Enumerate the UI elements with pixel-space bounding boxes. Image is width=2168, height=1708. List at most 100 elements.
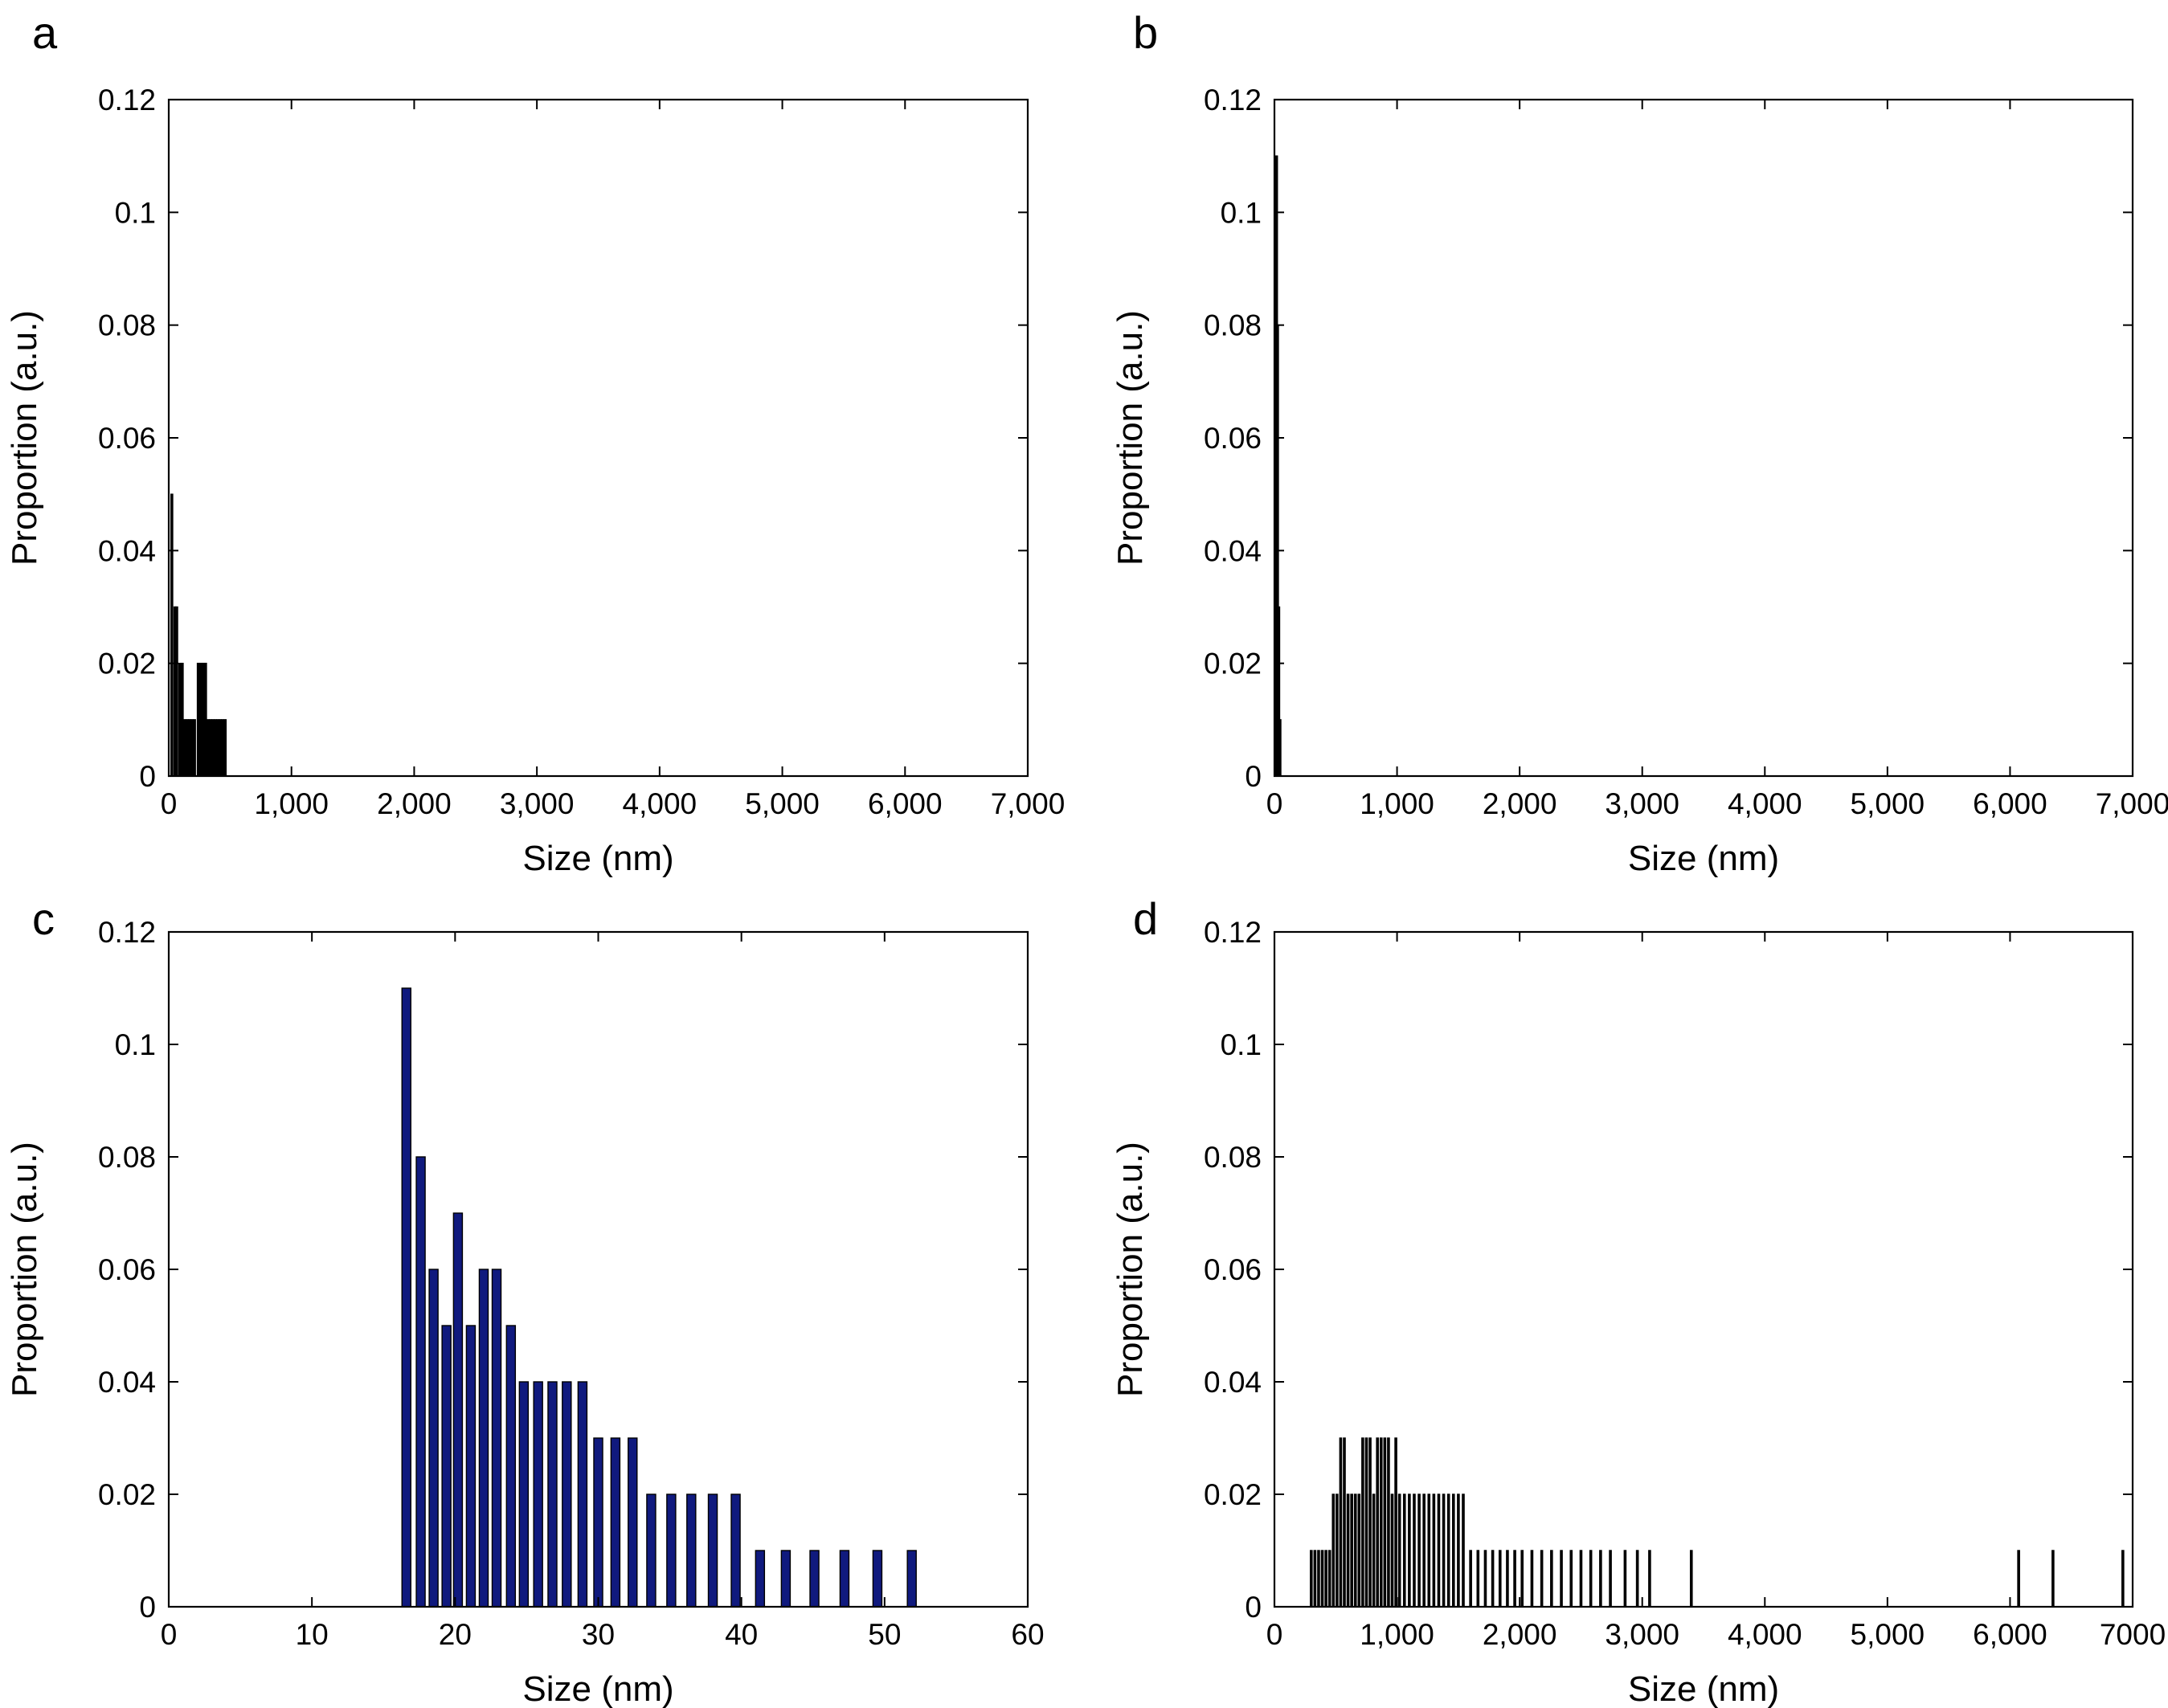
bar <box>1513 1550 1516 1608</box>
bar <box>1530 1550 1534 1608</box>
bar <box>1427 1493 1431 1608</box>
y-tick-label: 0 <box>1245 1591 1262 1624</box>
bar <box>441 1325 452 1608</box>
bar <box>1336 1493 1339 1608</box>
bar <box>628 1437 638 1608</box>
x-tick-label: 50 <box>868 1618 901 1651</box>
bar <box>1376 1437 1379 1608</box>
bar <box>1451 1493 1455 1608</box>
bar <box>1689 1550 1693 1608</box>
y-tick-label: 0.1 <box>115 1028 156 1061</box>
bar <box>1313 1550 1317 1608</box>
y-tick-label: 0.04 <box>98 1366 156 1399</box>
bars <box>401 987 917 1608</box>
y-axis-label: Proportion (a.u.) <box>1111 310 1150 566</box>
bar <box>219 719 222 777</box>
x-tick-label: 0 <box>161 1618 178 1651</box>
bar <box>401 987 411 1608</box>
bar <box>1413 1493 1416 1608</box>
x-tick-label: 4,000 <box>1728 787 1802 820</box>
y-tick-label: 0.08 <box>1204 1141 1262 1174</box>
y-tick-label: 0.12 <box>1204 916 1262 949</box>
bar <box>707 1493 718 1608</box>
bar <box>478 1269 489 1608</box>
bar <box>610 1437 621 1608</box>
bar <box>1446 1493 1450 1608</box>
bar <box>518 1381 530 1608</box>
x-tick-label: 1,000 <box>1360 1618 1434 1651</box>
bar <box>190 719 194 777</box>
bar <box>204 662 207 777</box>
x-axis-label: Size (nm) <box>522 1669 673 1708</box>
bars <box>1310 1437 2125 1608</box>
bar <box>533 1381 543 1608</box>
chart-panel-b: b 0 0.02 0.04 0.06 0.08 0.1 0.12 0 1,000 2,000 3,00… <box>1111 7 2168 878</box>
bar <box>809 1550 820 1608</box>
bar <box>188 719 191 777</box>
bar <box>415 1156 426 1608</box>
panel-label-a: a <box>32 7 58 58</box>
bar <box>1462 1493 1465 1608</box>
bar <box>872 1550 883 1608</box>
x-tick-label: 20 <box>439 1618 472 1651</box>
x-tick-label: 2,000 <box>1483 1618 1557 1651</box>
bar <box>175 606 178 777</box>
bar <box>1579 1550 1583 1608</box>
bar <box>181 662 184 777</box>
bar <box>1346 1493 1350 1608</box>
bar <box>1648 1550 1651 1608</box>
bar <box>686 1493 697 1608</box>
bar <box>1457 1493 1460 1608</box>
bar <box>1437 1493 1441 1608</box>
bar <box>1390 1493 1394 1608</box>
y-tick-label: 0.12 <box>98 916 156 949</box>
bar <box>1422 1493 1426 1608</box>
bars <box>170 493 227 777</box>
bar <box>196 662 200 777</box>
x-tick-label: 3,000 <box>1605 1618 1679 1651</box>
bar <box>223 719 227 777</box>
panel-label-d: d <box>1133 893 1158 944</box>
y-axis-label: Proportion (a.u.) <box>5 1142 44 1397</box>
x-tick-label: 7,000 <box>991 787 1066 820</box>
x-tick-label: 2,000 <box>377 787 452 820</box>
bar <box>2121 1550 2125 1608</box>
bar <box>1361 1437 1364 1608</box>
bar <box>755 1550 766 1608</box>
x-tick-label: 1,000 <box>254 787 329 820</box>
bar <box>221 719 225 777</box>
bar <box>178 662 182 777</box>
bar <box>1417 1493 1421 1608</box>
bar <box>1623 1550 1627 1608</box>
bar <box>452 1212 464 1608</box>
y-tick-label: 0 <box>139 1591 156 1624</box>
x-tick-label: 4,000 <box>623 787 697 820</box>
chart-panel-d: d 0 0.02 0.04 0.06 0.08 0.1 0.12 0 1,000 2,000 3,00… <box>1111 893 2166 1708</box>
bar <box>1357 1493 1361 1608</box>
x-tick-label: 7000 <box>2100 1618 2166 1651</box>
y-tick-label: 0.12 <box>1204 84 1262 116</box>
x-tick-label: 7,000 <box>2096 787 2168 820</box>
bar <box>1372 1493 1376 1608</box>
bar <box>1599 1550 1602 1608</box>
bar <box>1483 1550 1487 1608</box>
x-tick-label: 6,000 <box>1973 1618 2047 1651</box>
y-tick-label: 0.08 <box>98 309 156 342</box>
bar <box>214 719 217 777</box>
y-tick-label: 0.06 <box>98 1253 156 1286</box>
y-tick-label: 0.02 <box>98 1478 156 1511</box>
bar <box>730 1493 741 1608</box>
bar <box>2017 1550 2020 1608</box>
bar <box>207 719 210 777</box>
bar <box>201 662 205 777</box>
y-tick-label: 0.04 <box>98 534 156 567</box>
bar <box>1278 719 1282 777</box>
bar <box>1520 1550 1524 1608</box>
y-tick-label: 0.08 <box>1204 309 1262 342</box>
chart-panel-c: c 0 0.02 0.04 0.06 0.08 0.1 0.12 0 10 20 30 40 50 60 Si… <box>5 893 1045 1708</box>
x-tick-label: 30 <box>582 1618 615 1651</box>
x-tick-label: 5,000 <box>745 787 820 820</box>
y-tick-label: 0.1 <box>1221 1028 1262 1061</box>
y-tick-label: 0 <box>139 760 156 793</box>
